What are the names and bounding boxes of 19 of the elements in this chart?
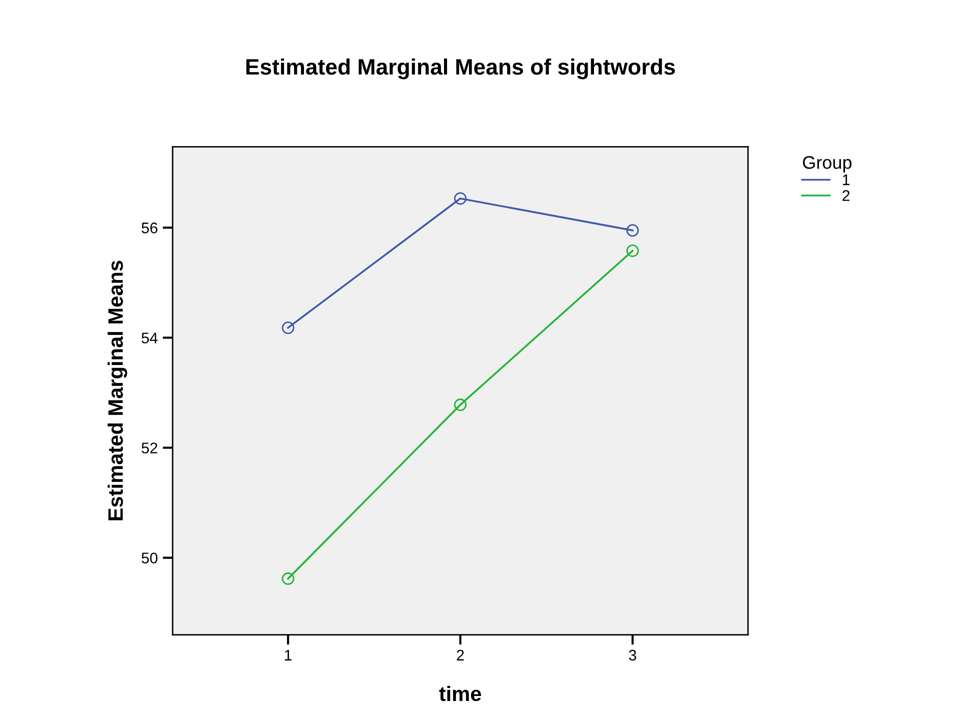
chart-title: Estimated Marginal Means of sightwords	[246, 58, 675, 80]
x-tick-label: 1	[284, 650, 292, 660]
y-tick-label: 56	[142, 222, 158, 234]
y-tick-label: 52	[142, 442, 158, 454]
point	[282, 322, 294, 334]
point	[282, 572, 294, 585]
point	[454, 192, 467, 205]
point	[626, 244, 639, 258]
legend-label: 1	[842, 174, 850, 186]
legend-label: 2	[842, 190, 850, 201]
y-tick-label: 54	[142, 332, 158, 344]
x-axis-title: time	[439, 686, 482, 702]
y-tick-label: 50	[142, 552, 158, 564]
point	[626, 224, 639, 237]
y-axis-title: Estimated Marginal Means	[108, 260, 128, 520]
legend-title: Group	[802, 156, 852, 172]
x-tick-label: 3	[628, 650, 636, 661]
point	[454, 398, 467, 412]
x-tick-label: 2	[456, 650, 464, 660]
